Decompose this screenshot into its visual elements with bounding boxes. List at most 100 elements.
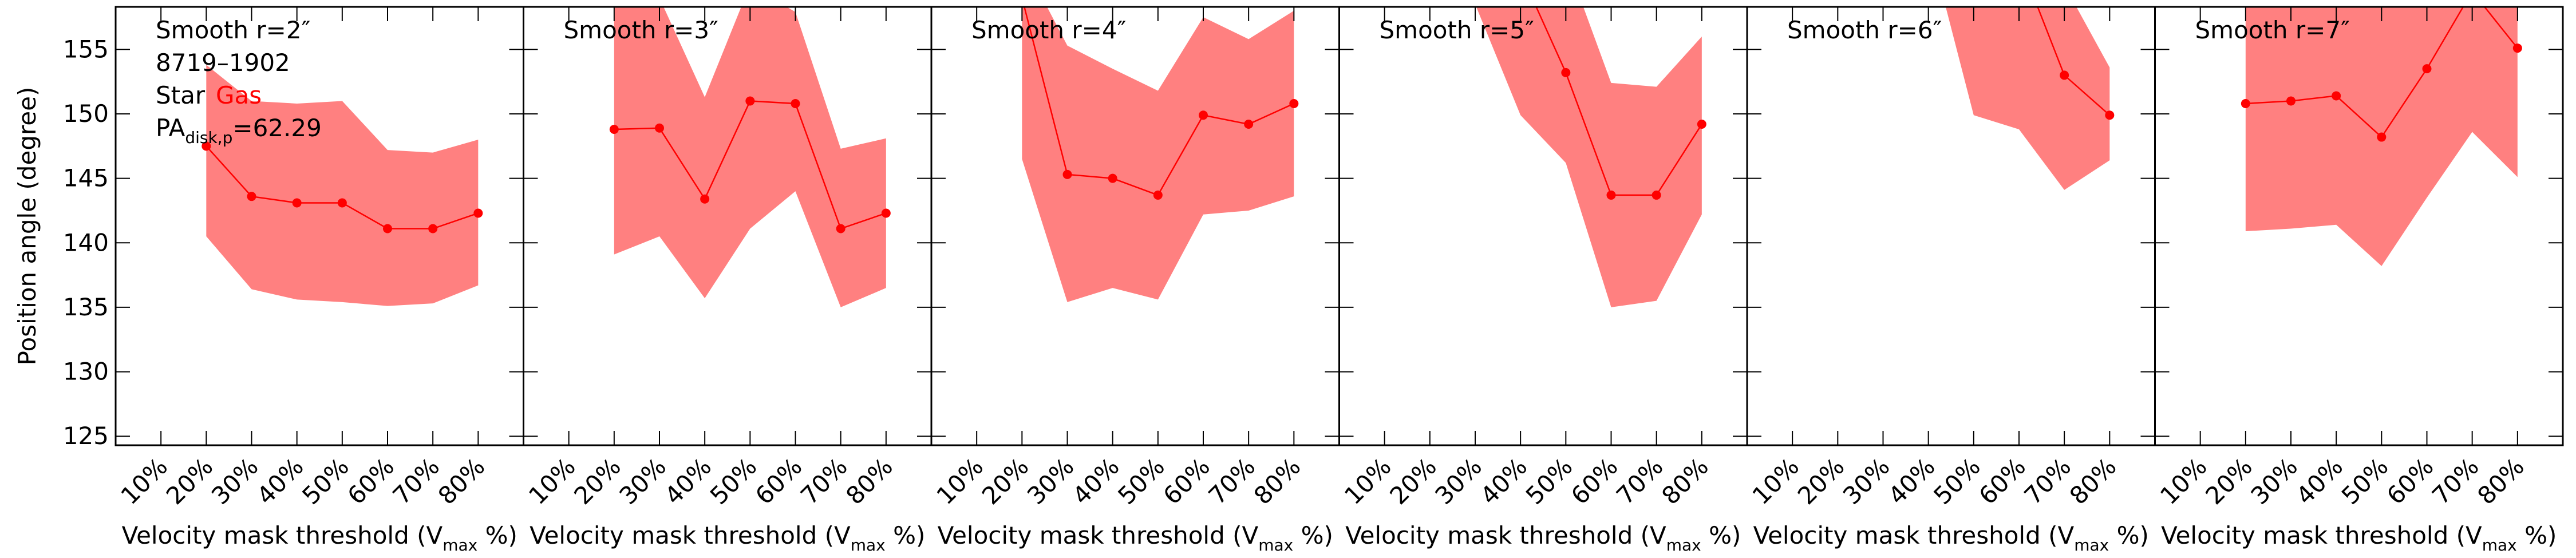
point bbox=[2241, 98, 2250, 108]
x-axis-label: Velocity mask threshold (Vmax %) bbox=[530, 521, 925, 555]
x-tick-label: 70% bbox=[388, 452, 445, 510]
x-tick-label: 30% bbox=[206, 452, 264, 510]
x-tick-label: 50% bbox=[297, 452, 354, 510]
x-axis-label: Velocity mask threshold (Vmax %) bbox=[1345, 521, 1741, 555]
x-label-part: Velocity mask threshold (V bbox=[938, 521, 1259, 549]
x-tick-label: 40% bbox=[1067, 452, 1125, 510]
x-tick-label: 60% bbox=[2381, 452, 2439, 510]
x-tick-label: 40% bbox=[1475, 452, 1533, 510]
x-tick-label: 60% bbox=[1566, 452, 1623, 510]
x-tick-label: 40% bbox=[659, 452, 717, 510]
x-tick-label: 20% bbox=[161, 452, 219, 510]
panel-title: Smooth r=5″ bbox=[1380, 16, 1534, 44]
x-label-part: max bbox=[1666, 536, 1701, 555]
x-tick-label: 20% bbox=[977, 452, 1034, 510]
point bbox=[2422, 64, 2432, 74]
y-tick-label: 145 bbox=[63, 164, 109, 192]
x-axis-label: Velocity mask threshold (Vmax %) bbox=[2161, 521, 2557, 555]
x-tick-label: 50% bbox=[1928, 452, 1986, 510]
y-tick-label: 125 bbox=[63, 422, 109, 450]
plot-area bbox=[2241, 7, 2522, 266]
point bbox=[1697, 120, 1706, 129]
point bbox=[337, 198, 347, 208]
point bbox=[700, 194, 710, 204]
x-tick-label: 70% bbox=[795, 452, 853, 510]
point bbox=[1606, 190, 1616, 200]
x-axis-label: Velocity mask threshold (Vmax %) bbox=[938, 521, 1333, 555]
x-tick-label: 10% bbox=[2155, 452, 2212, 510]
x-tick-label: 80% bbox=[1249, 452, 1306, 510]
x-tick-label: 50% bbox=[2336, 452, 2394, 510]
annotation-part: disk,p bbox=[185, 128, 232, 147]
x-label-part: Velocity mask threshold (V bbox=[530, 521, 851, 549]
plot-area bbox=[1945, 7, 2115, 190]
x-tick-label: 80% bbox=[433, 452, 491, 510]
point bbox=[1017, 0, 1026, 2]
y-tick-label: 150 bbox=[63, 100, 109, 128]
point bbox=[655, 123, 664, 133]
point bbox=[383, 224, 392, 234]
point bbox=[1561, 68, 1571, 77]
x-label-part: max bbox=[442, 536, 477, 555]
point bbox=[1153, 190, 1163, 200]
x-tick-label: 10% bbox=[1339, 452, 1397, 510]
x-tick-label: 10% bbox=[1747, 452, 1805, 510]
x-tick-label: 10% bbox=[116, 452, 173, 510]
point bbox=[473, 208, 483, 218]
x-tick-label: 70% bbox=[1203, 452, 1261, 510]
band bbox=[614, 7, 886, 307]
y-axis-label: Position angle (degree) bbox=[13, 87, 41, 366]
x-label-part: %) bbox=[1701, 521, 1741, 549]
y-tick-label: 155 bbox=[63, 35, 109, 63]
panel-title: Smooth r=3″ bbox=[564, 16, 718, 44]
x-tick-label: 20% bbox=[1792, 452, 1850, 510]
x-tick-label: 80% bbox=[1656, 452, 1714, 510]
x-axis-label: Velocity mask threshold (Vmax %) bbox=[1753, 521, 2149, 555]
band bbox=[1476, 7, 1702, 307]
x-tick-label: 50% bbox=[1520, 452, 1578, 510]
x-tick-label: 40% bbox=[251, 452, 309, 510]
point bbox=[2332, 91, 2341, 101]
x-tick-label: 10% bbox=[523, 452, 581, 510]
annotation: Star bbox=[156, 81, 206, 109]
point bbox=[428, 224, 438, 234]
x-tick-label: 80% bbox=[840, 452, 898, 510]
x-tick-label: 40% bbox=[2291, 452, 2349, 510]
x-axis-label: Velocity mask threshold (Vmax %) bbox=[122, 521, 517, 555]
point bbox=[2377, 132, 2387, 142]
x-tick-label: 30% bbox=[1022, 452, 1080, 510]
x-tick-label: 80% bbox=[2064, 452, 2122, 510]
x-tick-label: 20% bbox=[568, 452, 626, 510]
panel-title: Smooth r=6″ bbox=[1787, 16, 1942, 44]
x-tick-label: 30% bbox=[614, 452, 671, 510]
x-tick-label: 80% bbox=[2472, 452, 2530, 510]
x-tick-label: 50% bbox=[705, 452, 762, 510]
x-tick-label: 70% bbox=[2427, 452, 2484, 510]
annotation: Gas bbox=[216, 81, 262, 109]
annotation-part: PA bbox=[156, 114, 185, 142]
point bbox=[1244, 120, 1254, 129]
annotation: 8719–1902 bbox=[156, 49, 290, 77]
point bbox=[836, 224, 846, 234]
x-label-part: %) bbox=[477, 521, 517, 549]
point bbox=[292, 198, 302, 208]
point bbox=[609, 125, 619, 134]
annotation-part: =62.29 bbox=[232, 114, 321, 142]
panel-title: Smooth r=4″ bbox=[971, 16, 1126, 44]
x-label-part: %) bbox=[2109, 521, 2149, 549]
point bbox=[791, 98, 800, 108]
frame bbox=[2154, 6, 2564, 446]
point bbox=[2512, 43, 2522, 53]
y-tick-label: 130 bbox=[63, 358, 109, 386]
x-label-part: max bbox=[1258, 536, 1293, 555]
x-label-part: max bbox=[851, 536, 886, 555]
point bbox=[881, 208, 891, 218]
point bbox=[1108, 173, 1117, 183]
plot-area bbox=[1017, 0, 1299, 302]
x-tick-label: 10% bbox=[931, 452, 989, 510]
x-label-part: Velocity mask threshold (V bbox=[1753, 521, 2075, 549]
x-tick-label: 30% bbox=[1838, 452, 1895, 510]
panel-title: Smooth r=7″ bbox=[2195, 16, 2350, 44]
point bbox=[1652, 190, 1661, 200]
